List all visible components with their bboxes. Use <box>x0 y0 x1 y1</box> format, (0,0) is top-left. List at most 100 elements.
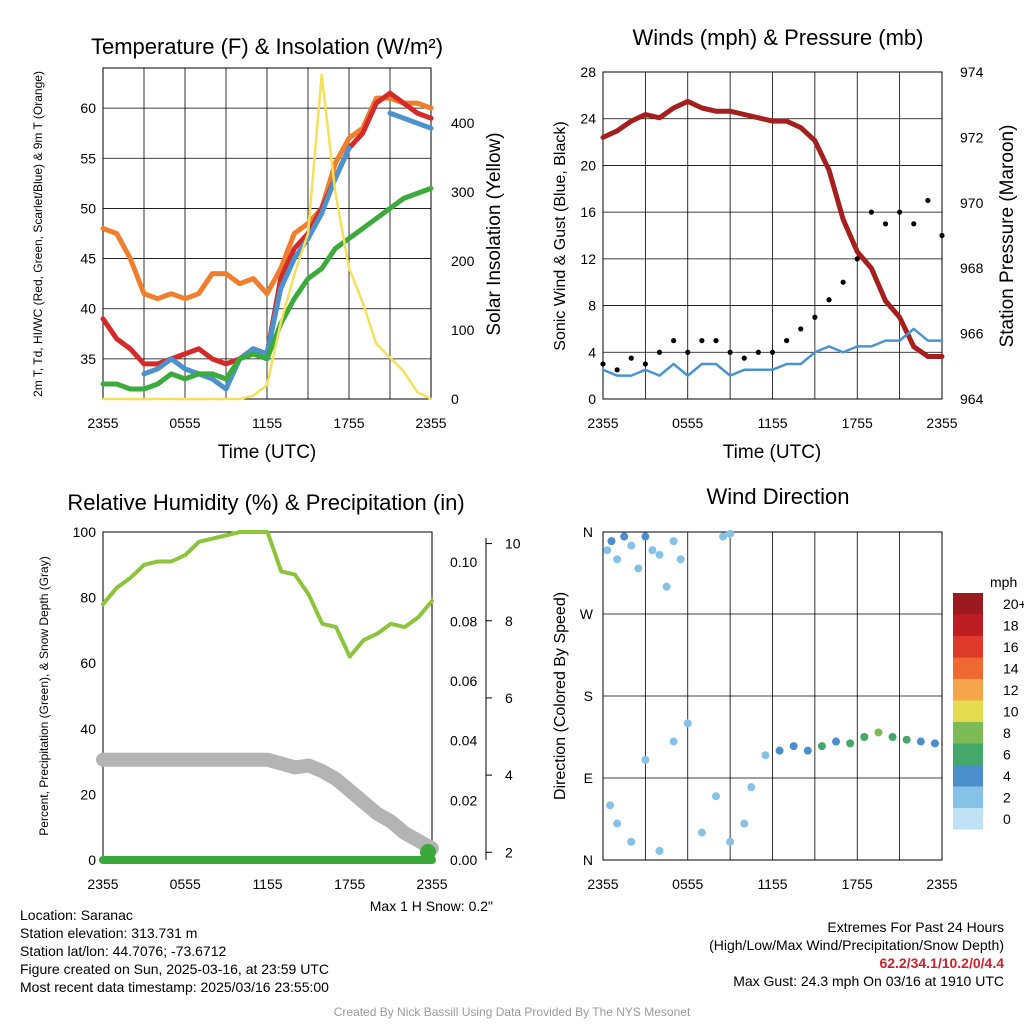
latlon-text: Station lat/lon: 44.7076; -73.6712 <box>20 943 227 959</box>
rh-y-axis-label: Percent, Precipitation (Green), & Snow D… <box>37 556 51 835</box>
wind-y-tick-label: 0 <box>588 391 596 407</box>
dir-point <box>627 541 636 550</box>
dir-point <box>726 529 735 538</box>
rh-y-tick-label: 20 <box>80 786 96 802</box>
rh-y3-tick-label: 10 <box>505 536 521 552</box>
temp-x-tick-label: 2355 <box>87 415 118 431</box>
wind-gust-point <box>769 349 776 355</box>
dir-point <box>613 555 622 564</box>
wind-x-tick-label: 1155 <box>757 415 787 431</box>
wind-gust-point <box>854 256 860 262</box>
wind-series-pressure <box>600 98 945 359</box>
dir-point <box>902 735 911 744</box>
temp-y-tick-label: 50 <box>80 200 96 216</box>
wind-y2-tick-label: 970 <box>960 195 984 211</box>
dir-point <box>655 550 664 559</box>
dir-legend-label: 0 <box>1003 811 1011 827</box>
wind-x-tick-label: 2355 <box>587 415 618 431</box>
dir-point <box>761 751 770 760</box>
temp-x-tick-label: 1155 <box>252 415 282 431</box>
temp-y2-tick-label: 200 <box>451 253 475 269</box>
dir-legend-swatch <box>953 786 983 808</box>
dir-legend-swatch <box>953 808 983 830</box>
rh-y3-tick-label: 2 <box>505 844 513 860</box>
dir-point <box>916 737 925 746</box>
temp-y2-axis-label: Solar Insolation (Yellow) <box>484 132 505 335</box>
temp-y-tick-label: 40 <box>80 301 96 317</box>
dir-point <box>874 728 883 737</box>
dir-legend-title: mph <box>990 574 1017 590</box>
dir-legend-label: 18 <box>1003 618 1019 634</box>
dir-legend-label: 14 <box>1003 661 1019 677</box>
dir-point <box>832 737 841 746</box>
wind-gust-point <box>685 349 691 355</box>
extremes-values: 62.2/34.1/10.2/0/4.4 <box>879 955 1004 971</box>
wind-y2-tick-label: 966 <box>960 326 984 342</box>
wind-gust-point <box>656 349 663 355</box>
wind-gust-point <box>755 349 761 355</box>
temp-y2-tick-label: 300 <box>451 184 475 200</box>
wind-x-tick-label: 0555 <box>672 415 703 431</box>
dir-point <box>669 737 678 746</box>
wind-gust-point <box>939 232 945 239</box>
wind-gust-point <box>727 349 733 355</box>
dir-point <box>676 555 685 564</box>
wind-gust-point <box>882 221 889 227</box>
rh-y2-tick-label: 0.08 <box>450 613 477 629</box>
dir-legend-swatch <box>953 657 983 679</box>
wind-gust-point <box>911 221 917 227</box>
dir-point <box>620 532 629 541</box>
dir-legend-label: 2 <box>1003 790 1011 806</box>
max-gust-text: Max Gust: 24.3 mph On 03/16 at 1910 UTC <box>733 973 1004 989</box>
dir-legend-swatch <box>953 614 983 636</box>
rh-y-tick-label: 40 <box>80 721 96 737</box>
dir-legend-label: 10 <box>1003 704 1019 720</box>
dir-legend-swatch <box>953 679 983 701</box>
wind-y-tick-label: 24 <box>580 111 596 127</box>
temp-y-tick-label: 60 <box>80 100 96 116</box>
dir-point <box>726 837 735 846</box>
dir-x-tick-label: 1155 <box>757 876 787 892</box>
rh-series-snow <box>96 752 439 856</box>
rh-title: Relative Humidity (%) & Precipitation (i… <box>67 490 464 515</box>
rh-y-tick-label: 0 <box>88 852 96 868</box>
dir-x-tick-label: 2355 <box>926 876 957 892</box>
dir-legend-label: 20+ <box>1003 596 1024 612</box>
dir-point <box>627 837 636 846</box>
wind-gust-point <box>840 279 846 285</box>
rh-y3-tick-label: 4 <box>505 767 513 783</box>
dir-point <box>712 792 720 801</box>
dir-y-axis-label: Direction (Colored By Speed) <box>552 592 569 800</box>
dir-point <box>775 746 784 755</box>
dir-y-tick-label: N <box>583 852 593 868</box>
dir-point <box>655 846 664 855</box>
wind-gust-point <box>600 361 606 367</box>
dir-point <box>846 739 855 748</box>
temp-title: Temperature (F) & Insolation (W/m²) <box>91 34 443 59</box>
rh-y2-tick-label: 0.06 <box>450 673 477 689</box>
dir-x-tick-label: 2355 <box>587 876 618 892</box>
rh-y2-tick-label: 0.10 <box>450 554 477 570</box>
rh-x-tick-label: 0555 <box>170 876 201 892</box>
wind-gust-point <box>713 338 719 344</box>
dir-point <box>789 742 798 751</box>
dir-point <box>606 801 615 810</box>
wind-y2-tick-label: 964 <box>960 391 984 407</box>
wind-x-tick-label: 1755 <box>842 415 873 431</box>
wind-y-axis-label: Sonic Wind & Gust (Blue, Black) <box>552 121 569 350</box>
extremes-subtitle: (High/Low/Max Wind/Precipitation/Snow De… <box>709 937 1004 953</box>
temp-y2-tick-label: 100 <box>451 322 475 338</box>
temp-series-temp9m <box>100 95 434 302</box>
dir-point <box>634 564 643 573</box>
dir-x-tick-label: 1755 <box>842 876 873 892</box>
wind-y2-tick-label: 974 <box>960 64 984 80</box>
dir-title: Wind Direction <box>706 484 849 509</box>
extremes-title: Extremes For Past 24 Hours <box>827 919 1004 935</box>
wind-title: Winds (mph) & Pressure (mb) <box>633 25 924 50</box>
dir-legend-swatch <box>953 700 983 722</box>
wind-gust-point <box>614 367 620 373</box>
temp-series-dew <box>100 185 434 392</box>
dir-legend-swatch <box>953 743 983 765</box>
temp-y2-tick-label: 400 <box>451 115 475 131</box>
